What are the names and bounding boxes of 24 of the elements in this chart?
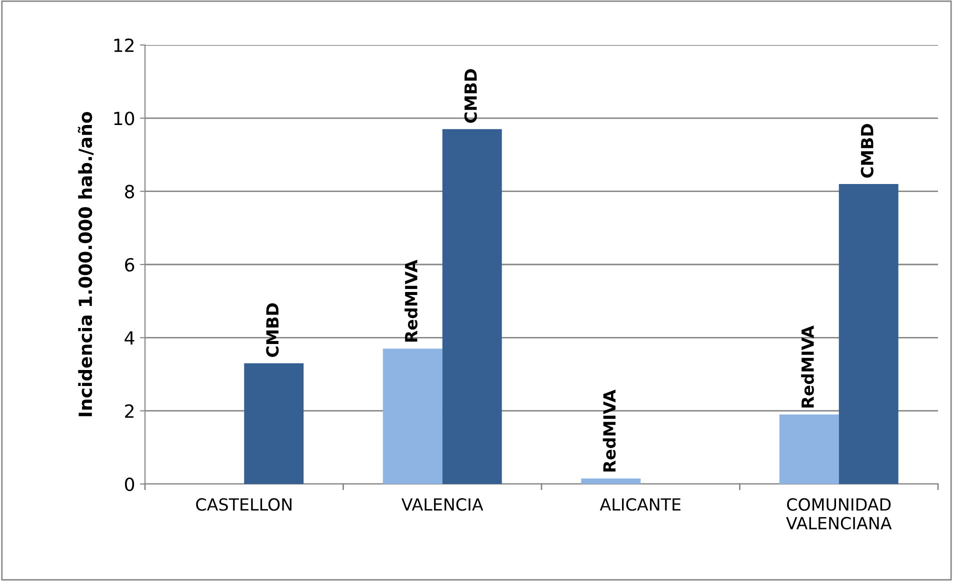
text: RedMIVA	[602, 390, 616, 472]
bar	[244, 363, 304, 484]
bar	[382, 348, 442, 484]
bar	[442, 129, 502, 484]
y-tick-label: 10	[114, 112, 134, 126]
y-tick-label: 4	[124, 331, 134, 345]
x-tick-label: COMUNIDAD VALENCIANA	[786, 498, 892, 530]
y-axis-title: Incidencia 1.000.000 hab./año	[78, 112, 94, 416]
y-tick-label: 6	[125, 258, 134, 272]
text: CMBD	[266, 303, 279, 357]
text: CMBD	[860, 124, 874, 178]
y-tick-label: 8	[125, 184, 134, 198]
x-tick-label: ALICANTE	[600, 498, 680, 511]
bar	[838, 184, 898, 484]
bar	[581, 478, 641, 484]
bar	[779, 414, 839, 484]
y-tick-label: 0	[124, 477, 134, 492]
text: CMBD	[464, 69, 477, 123]
x-tick-label: CASTELLON	[196, 498, 292, 511]
text: RedMIVA	[801, 326, 814, 408]
y-tick-label: 2	[125, 404, 134, 418]
y-tick-label: 12	[114, 38, 134, 52]
text: RedMIVA	[404, 260, 418, 342]
x-tick-label: VALENCIA	[402, 498, 484, 511]
